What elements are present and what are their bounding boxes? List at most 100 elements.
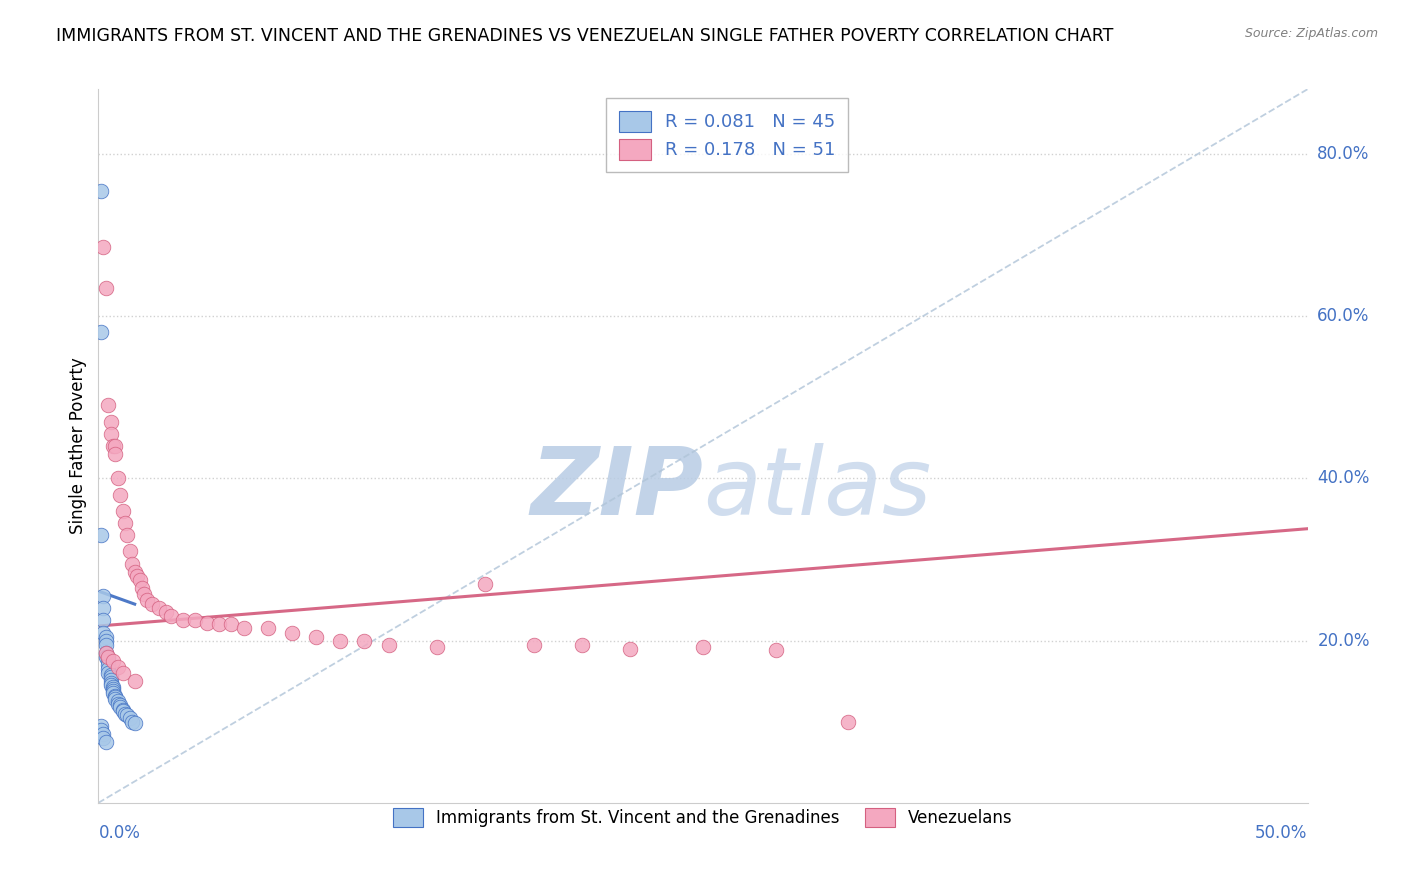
Point bbox=[90, 719, 112, 733]
Point bbox=[474, 577, 496, 591]
Point bbox=[124, 674, 146, 689]
Point bbox=[118, 544, 141, 558]
Point bbox=[90, 528, 112, 542]
Point bbox=[523, 638, 546, 652]
Point bbox=[94, 646, 117, 660]
Point bbox=[353, 633, 375, 648]
Point bbox=[97, 399, 120, 413]
Point bbox=[91, 625, 114, 640]
Point bbox=[837, 714, 859, 729]
Point bbox=[94, 735, 117, 749]
Point bbox=[104, 692, 127, 706]
Point bbox=[100, 426, 122, 441]
Point bbox=[91, 613, 114, 627]
Point bbox=[114, 516, 136, 530]
Point bbox=[114, 706, 136, 721]
Legend: Immigrants from St. Vincent and the Grenadines, Venezuelans: Immigrants from St. Vincent and the Gren… bbox=[382, 798, 1024, 838]
Point bbox=[100, 670, 122, 684]
Point bbox=[619, 641, 641, 656]
Text: 50.0%: 50.0% bbox=[1256, 824, 1308, 842]
Point bbox=[101, 680, 124, 694]
Point bbox=[148, 601, 170, 615]
Text: Source: ZipAtlas.com: Source: ZipAtlas.com bbox=[1244, 27, 1378, 40]
Point bbox=[104, 447, 127, 461]
Point bbox=[101, 684, 124, 698]
Point bbox=[91, 731, 114, 745]
Point bbox=[108, 488, 131, 502]
Point bbox=[134, 586, 156, 600]
Point bbox=[232, 622, 254, 636]
Point bbox=[90, 184, 112, 198]
Point bbox=[91, 601, 114, 615]
Point bbox=[104, 439, 127, 453]
Point bbox=[329, 633, 352, 648]
Point bbox=[94, 646, 117, 660]
Point bbox=[305, 630, 328, 644]
Point bbox=[91, 727, 114, 741]
Y-axis label: Single Father Poverty: Single Father Poverty bbox=[69, 358, 87, 534]
Point bbox=[765, 643, 787, 657]
Point bbox=[131, 581, 153, 595]
Point bbox=[111, 702, 134, 716]
Point bbox=[128, 573, 150, 587]
Point bbox=[107, 697, 129, 711]
Point bbox=[97, 651, 120, 665]
Point bbox=[107, 659, 129, 673]
Point bbox=[101, 682, 124, 697]
Point bbox=[104, 690, 127, 705]
Point bbox=[121, 714, 143, 729]
Point bbox=[160, 609, 183, 624]
Point bbox=[111, 704, 134, 718]
Point bbox=[121, 557, 143, 571]
Text: IMMIGRANTS FROM ST. VINCENT AND THE GRENADINES VS VENEZUELAN SINGLE FATHER POVER: IMMIGRANTS FROM ST. VINCENT AND THE GREN… bbox=[56, 27, 1114, 45]
Point bbox=[571, 638, 593, 652]
Point bbox=[208, 617, 231, 632]
Text: 0.0%: 0.0% bbox=[98, 824, 141, 842]
Point bbox=[184, 613, 207, 627]
Point bbox=[100, 415, 122, 429]
Point bbox=[256, 622, 278, 636]
Point bbox=[111, 504, 134, 518]
Text: 20.0%: 20.0% bbox=[1317, 632, 1369, 649]
Point bbox=[127, 568, 149, 582]
Point bbox=[97, 666, 120, 681]
Point bbox=[117, 528, 139, 542]
Point bbox=[124, 565, 146, 579]
Point bbox=[377, 638, 399, 652]
Point bbox=[155, 605, 177, 619]
Point bbox=[172, 613, 194, 627]
Point bbox=[281, 625, 304, 640]
Point bbox=[426, 640, 449, 654]
Point bbox=[94, 633, 117, 648]
Point bbox=[100, 673, 122, 687]
Point bbox=[118, 711, 141, 725]
Point bbox=[91, 240, 114, 254]
Point bbox=[124, 716, 146, 731]
Point bbox=[107, 471, 129, 485]
Point bbox=[221, 617, 243, 632]
Point bbox=[101, 654, 124, 668]
Point bbox=[90, 326, 112, 340]
Point bbox=[91, 589, 114, 603]
Text: 60.0%: 60.0% bbox=[1317, 307, 1369, 326]
Point bbox=[100, 678, 122, 692]
Point bbox=[195, 615, 218, 630]
Text: 80.0%: 80.0% bbox=[1317, 145, 1369, 163]
Point bbox=[97, 657, 120, 672]
Point bbox=[97, 649, 120, 664]
Point bbox=[94, 630, 117, 644]
Point bbox=[117, 708, 139, 723]
Point bbox=[100, 675, 122, 690]
Point bbox=[97, 654, 120, 668]
Text: ZIP: ZIP bbox=[530, 442, 703, 535]
Point bbox=[108, 698, 131, 713]
Point bbox=[100, 667, 122, 681]
Point bbox=[111, 666, 134, 681]
Point bbox=[94, 281, 117, 295]
Point bbox=[141, 597, 163, 611]
Point bbox=[97, 662, 120, 676]
Point bbox=[94, 638, 117, 652]
Text: 40.0%: 40.0% bbox=[1317, 469, 1369, 487]
Point bbox=[108, 700, 131, 714]
Point bbox=[692, 640, 714, 654]
